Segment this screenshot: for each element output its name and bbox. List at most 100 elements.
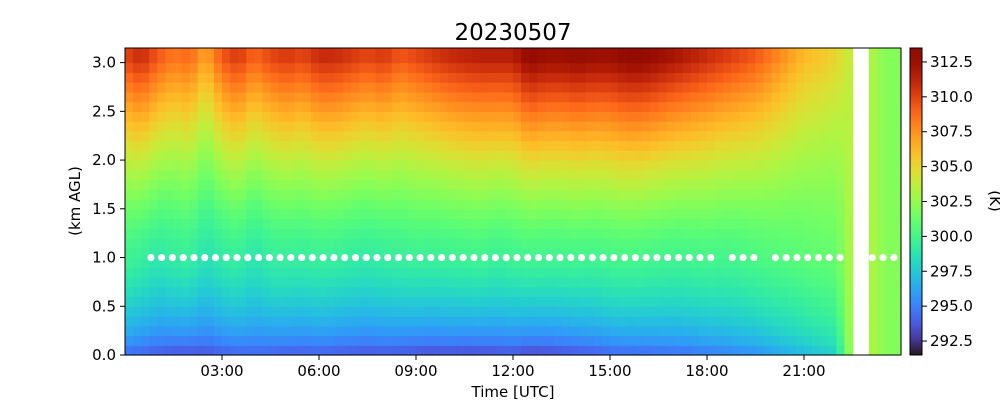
heatmap-cell xyxy=(424,325,433,337)
heatmap-cell xyxy=(173,316,183,327)
heatmap-cell xyxy=(828,306,837,317)
heatmap-cell xyxy=(343,345,352,356)
heatmap-cell xyxy=(448,140,458,151)
heatmap-cell xyxy=(480,247,490,259)
heatmap-cell xyxy=(496,335,506,346)
heatmap-cell xyxy=(488,169,498,181)
heatmap-cell xyxy=(610,325,619,337)
heatmap-cell xyxy=(585,335,595,346)
heatmap-cell xyxy=(141,277,150,288)
heatmap-cell xyxy=(820,150,829,161)
heatmap-cell xyxy=(278,345,288,356)
heatmap-cell xyxy=(618,62,627,73)
heatmap-cell xyxy=(416,48,425,64)
heatmap-cell xyxy=(391,199,401,210)
heatmap-cell xyxy=(359,121,369,132)
heatmap-cell xyxy=(884,179,894,190)
heatmap-cell xyxy=(496,267,506,278)
heatmap-cell xyxy=(682,169,692,181)
heatmap-cell xyxy=(335,82,344,93)
heatmap-cell xyxy=(302,82,312,93)
heatmap-cell xyxy=(302,121,312,132)
heatmap-cell xyxy=(820,199,829,210)
heatmap-cell xyxy=(723,160,732,171)
heatmap-cell xyxy=(141,286,150,298)
heatmap-cell xyxy=(383,150,393,161)
heatmap-cell xyxy=(521,286,530,298)
heatmap-cell xyxy=(464,325,474,337)
heatmap-cell xyxy=(464,101,474,112)
heatmap-cell xyxy=(335,238,344,249)
heatmap-cell xyxy=(747,150,757,161)
heatmap-cell xyxy=(513,179,522,190)
heatmap-cell xyxy=(521,306,530,317)
heatmap-cell xyxy=(222,335,231,346)
heatmap-cell xyxy=(715,82,724,93)
heatmap-cell xyxy=(820,91,829,103)
heatmap-cell xyxy=(618,238,627,249)
heatmap-cell xyxy=(504,306,514,317)
heatmap-cell xyxy=(302,257,312,268)
heatmap-cell xyxy=(125,72,134,83)
heatmap-cell xyxy=(480,189,490,200)
heatmap-cell xyxy=(650,179,660,190)
heatmap-cell xyxy=(213,277,223,288)
heatmap-cell xyxy=(787,140,797,151)
heatmap-cell xyxy=(222,101,231,112)
heatmap-cell xyxy=(820,121,829,132)
heatmap-cell xyxy=(747,345,757,356)
heatmap-cell xyxy=(674,335,684,346)
heatmap-cell xyxy=(642,335,652,346)
heatmap-cell xyxy=(407,140,417,151)
heatmap-cell xyxy=(634,150,643,161)
heatmap-cell xyxy=(747,199,757,210)
heatmap-cell xyxy=(698,150,708,161)
heatmap-cell xyxy=(666,48,676,64)
heatmap-cell xyxy=(577,257,587,268)
heatmap-cell xyxy=(868,150,878,161)
heatmap-cell xyxy=(626,150,635,161)
colorbar-tick-label: 307.5 xyxy=(930,123,973,141)
heatmap-cell xyxy=(367,140,377,151)
heatmap-cell xyxy=(626,48,635,64)
heatmap-cell xyxy=(335,169,344,181)
heatmap-cell xyxy=(642,72,652,83)
heatmap-cell xyxy=(787,257,797,268)
heatmap-cell xyxy=(755,82,765,93)
heatmap-cell xyxy=(537,130,546,142)
heatmap-cell xyxy=(707,169,716,181)
heatmap-cell xyxy=(375,130,385,142)
heatmap-cell xyxy=(173,72,183,83)
heatmap-cell xyxy=(804,306,813,317)
heatmap-cell xyxy=(682,179,692,190)
heatmap-cell xyxy=(335,130,344,142)
heatmap-cell xyxy=(359,316,369,327)
heatmap-cell xyxy=(585,48,595,64)
heatmap-cell xyxy=(472,296,482,307)
heatmap-cell xyxy=(513,62,522,73)
heatmap-cell xyxy=(618,130,627,142)
heatmap-cell xyxy=(302,286,312,298)
x-tick-label: 15:00 xyxy=(588,362,631,380)
heatmap-cell xyxy=(399,179,409,190)
heatmap-cell xyxy=(456,91,466,103)
heatmap-cell xyxy=(771,316,781,327)
heatmap-cell xyxy=(569,111,579,122)
heatmap-cell xyxy=(828,247,837,259)
heatmap-cell xyxy=(165,316,175,327)
heatmap-cell xyxy=(626,82,635,93)
heatmap-cell xyxy=(375,160,385,171)
marker-point xyxy=(179,253,187,262)
heatmap-cell xyxy=(173,296,183,307)
heatmap-cell xyxy=(553,228,563,239)
heatmap-cell xyxy=(432,72,441,83)
heatmap-cell xyxy=(302,316,312,327)
heatmap-cell xyxy=(577,101,587,112)
heatmap-cell xyxy=(690,238,700,249)
heatmap-cell xyxy=(213,286,223,298)
heatmap-cell xyxy=(844,72,854,83)
heatmap-cell xyxy=(569,345,579,356)
heatmap-cell xyxy=(480,72,490,83)
heatmap-cell xyxy=(577,48,587,64)
heatmap-cell xyxy=(189,160,199,171)
